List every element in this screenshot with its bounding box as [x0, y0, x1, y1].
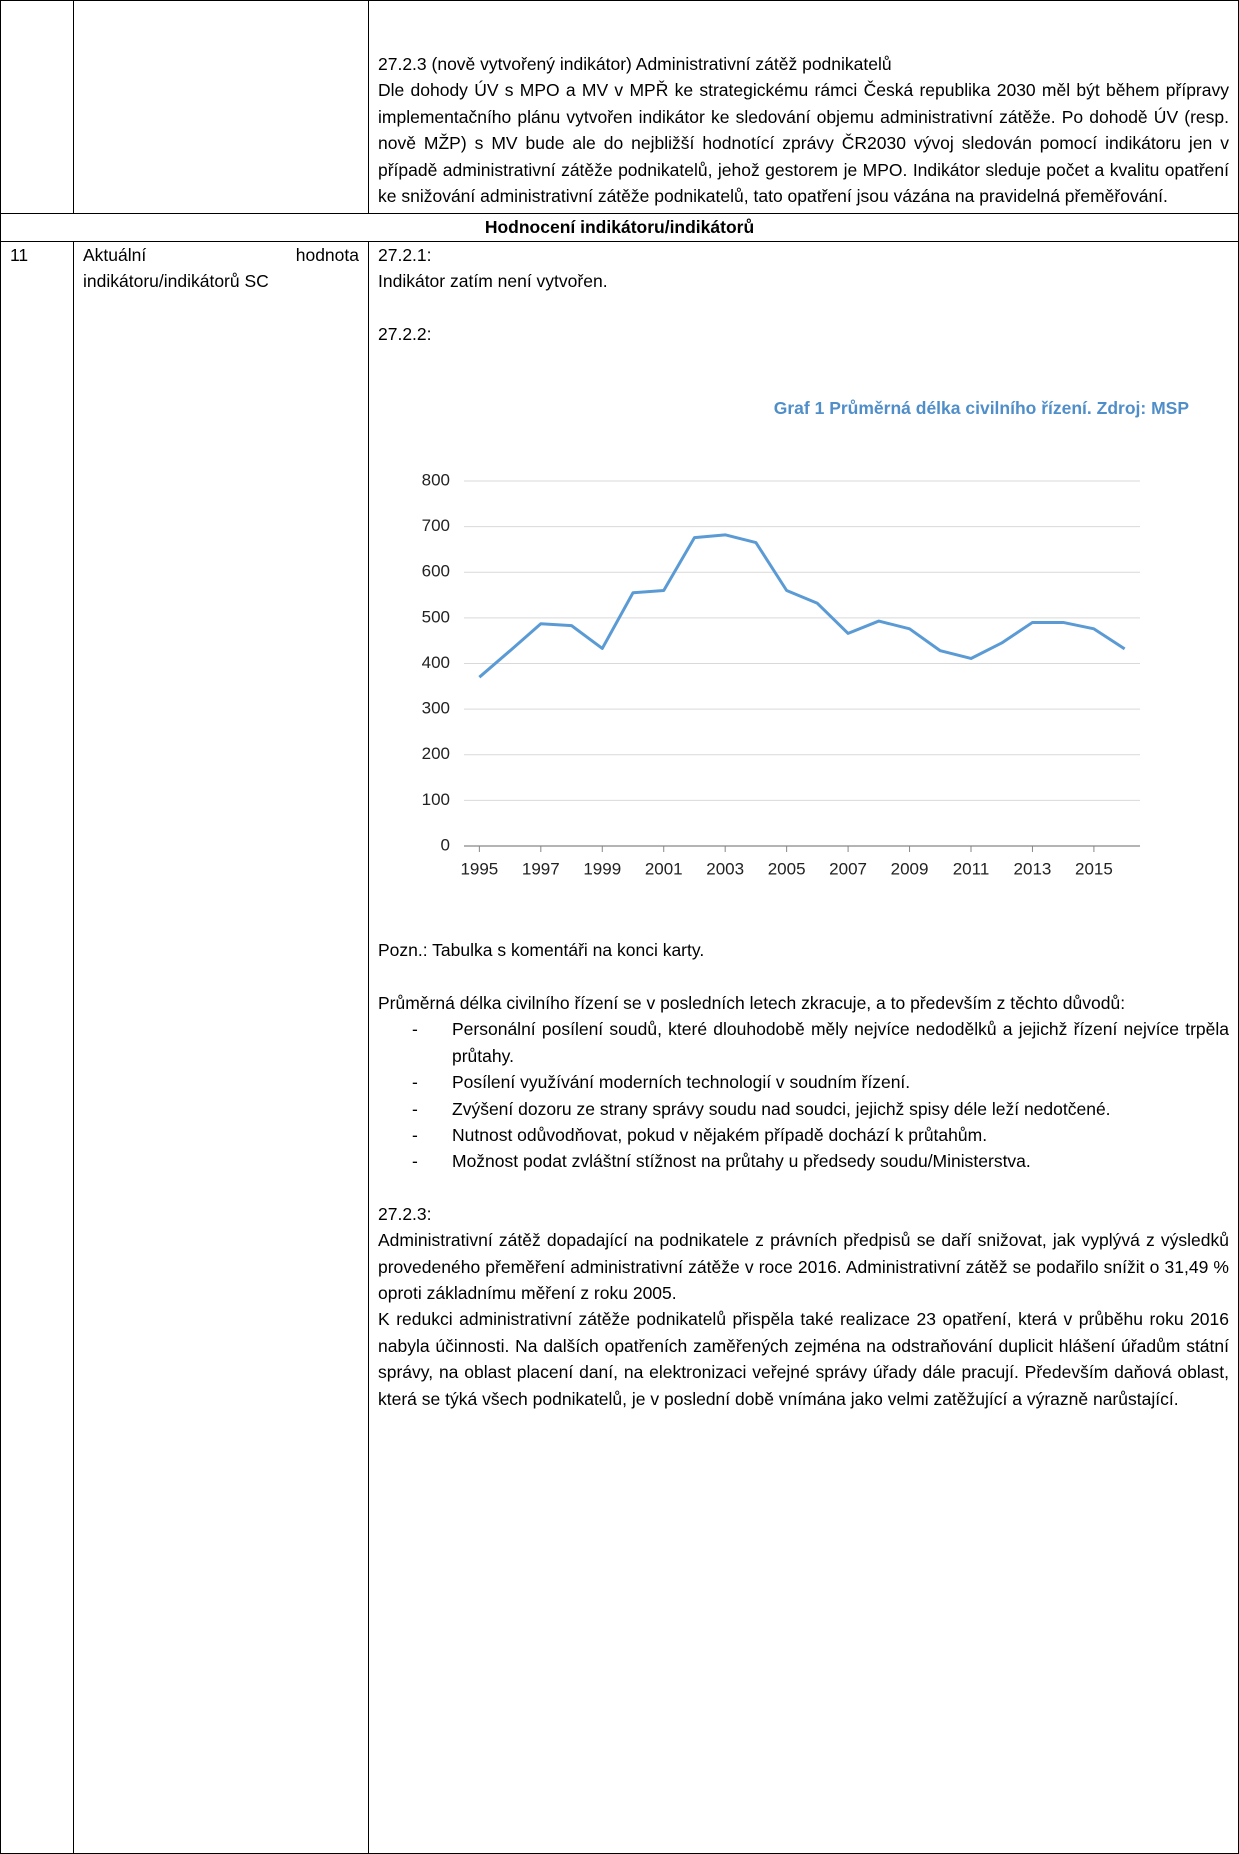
cell: [1, 1, 74, 215]
x-tick-label: 2011: [953, 860, 990, 879]
bullet-text: Možnost podat zvláštní stížnost na průta…: [452, 1151, 1031, 1172]
x-tick-label: 2013: [1014, 860, 1052, 879]
chart: 0 100 200 300 400 500 600 700 800 1995 1997 1999 200…: [422, 471, 1140, 879]
row-label: Aktuální hodnota indikátoru/indikátorů S…: [74, 241, 369, 1854]
y-tick-label: 0: [441, 836, 450, 855]
y-tick-label: 800: [422, 471, 450, 490]
bullet-text: Nutnost odůvodňovat, pokud v nějakém pří…: [452, 1124, 988, 1145]
paragraph: Administrativní zátěž dopadající na podn…: [378, 1230, 1229, 1303]
y-tick-label: 700: [422, 517, 450, 536]
bullet: - Posílení využívání moderních technologi…: [412, 1069, 1229, 1095]
paragraph: Dle dohody ÚV s MPO a MV v MPŘ ke strate…: [378, 80, 1229, 207]
section-header: Hodnocení indikátoru/indikátorů: [1, 214, 1239, 242]
bullet-marker: -: [412, 1098, 418, 1119]
bullet-text: Personální posílení soudů, které dlouhod…: [452, 1019, 1229, 1066]
heading: 27.2.3 (nově vytvořený indikátor) Admini…: [378, 54, 892, 74]
x-tick-label: 2005: [768, 860, 806, 879]
bullet-text: Posílení využívání moderních technologií…: [452, 1072, 911, 1093]
cell: [74, 1, 369, 215]
x-tick-label: 2003: [706, 860, 744, 879]
y-tick-label: 200: [422, 745, 450, 764]
x-tick-label: 2015: [1075, 860, 1113, 879]
x-tick-label: 2009: [891, 860, 929, 879]
bullet-marker: -: [412, 1124, 418, 1145]
y-tick-label: 600: [422, 562, 450, 581]
x-tick-label: 1995: [460, 860, 498, 879]
bullet-text: Zvýšení dozoru ze strany správy soudu na…: [452, 1098, 1111, 1119]
paragraph: Indikátor zatím není vytvořen.: [378, 271, 608, 292]
content: 27.2.1: Indikátor zatím není vytvořen. 2…: [369, 241, 1239, 1854]
bullet: - Zvýšení dozoru ze strany správy soudu n…: [412, 1096, 1229, 1122]
cell: 27.2.3 (nově vytvořený indikátor) Admini…: [369, 1, 1239, 215]
line: [478, 533, 1126, 679]
bullet-list: - Personální posílení soudů, které dlouho…: [378, 1016, 1229, 1174]
bullet: - Možnost podat zvláštní stížnost na průt…: [412, 1148, 1229, 1174]
y-tick-label: 300: [422, 699, 450, 718]
bullet-marker: -: [412, 1019, 418, 1040]
heading: 27.2.3:: [378, 1203, 432, 1224]
bullet-marker: -: [412, 1072, 418, 1093]
x-tick-label: 2001: [645, 860, 683, 879]
bullet: - Nutnost odůvodňovat, pokud v nějakém př…: [412, 1122, 1229, 1148]
x-tick-label: 2007: [829, 860, 867, 879]
bullet: - Personální posílení soudů, které dlouho…: [412, 1016, 1229, 1069]
bullet-marker: -: [412, 1151, 418, 1172]
x-tick-label: 1997: [522, 860, 560, 879]
y-tick-label: 400: [422, 653, 450, 672]
heading: 27.2.1:: [378, 244, 432, 265]
note: Pozn.: Tabulka s komentáři na konci kart…: [378, 940, 705, 961]
paragraph: K redukci administrativní zátěže podnika…: [378, 1309, 1229, 1409]
paragraph: Průměrná délka civilního řízení se v pos…: [378, 992, 1126, 1013]
y-tick-label: 100: [422, 790, 450, 809]
chart-title: Graf 1 Průměrná délka civilního řízení. …: [773, 398, 1189, 419]
x-tick-label: 1999: [583, 860, 621, 879]
heading: 27.2.2:: [378, 323, 432, 344]
y-tick-label: 500: [422, 608, 450, 627]
cell: 11: [1, 241, 74, 1854]
